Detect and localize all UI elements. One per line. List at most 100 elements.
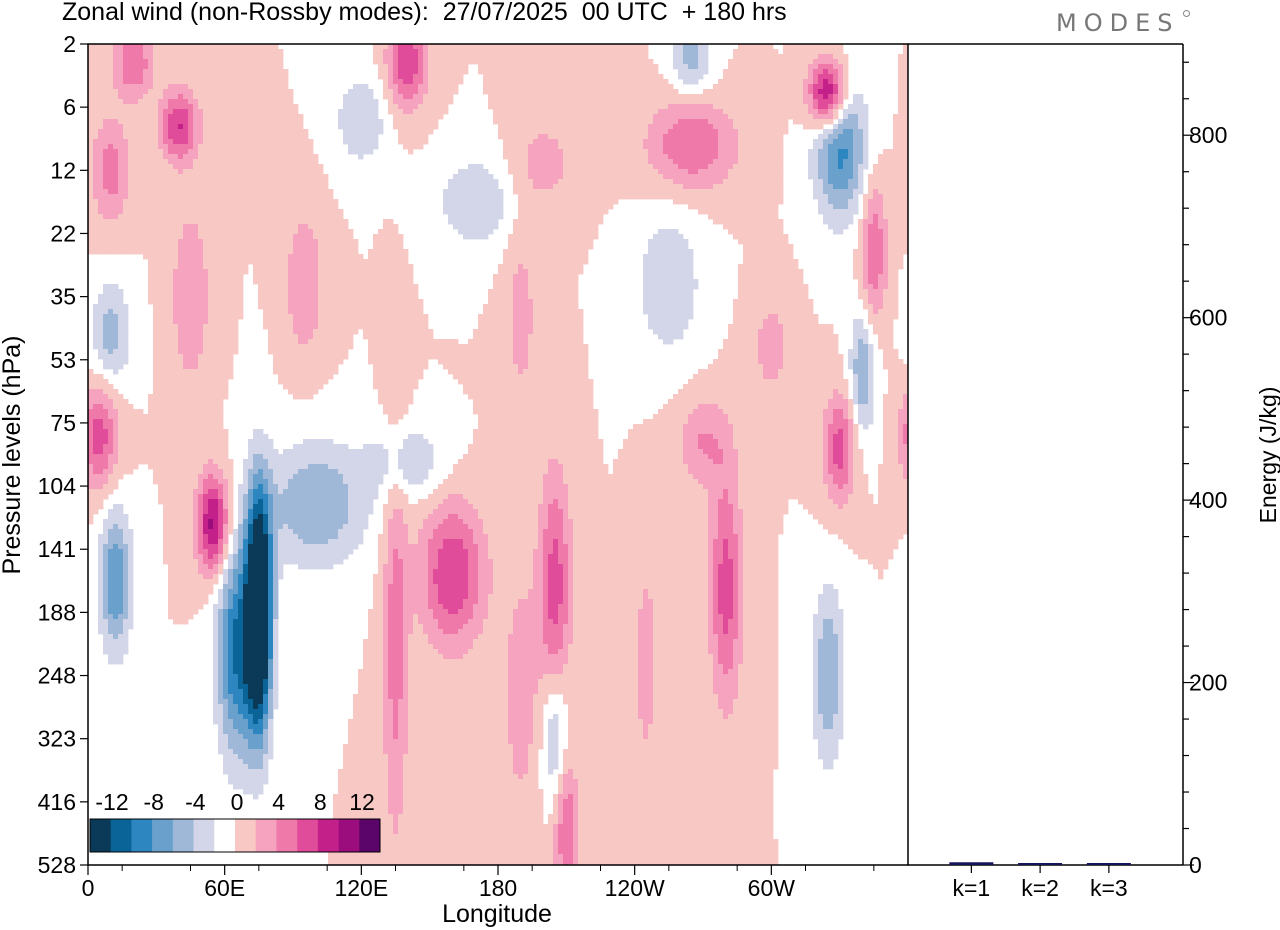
heatmap-cell [108, 59, 114, 65]
heatmap-cell [368, 109, 374, 115]
heatmap-cell [108, 89, 114, 95]
heatmap-cell [373, 139, 379, 145]
heatmap-cell [153, 74, 159, 80]
heatmap-cell [243, 194, 249, 200]
heatmap-cell [843, 179, 849, 185]
heatmap-cell [808, 124, 814, 130]
heatmap-cell [468, 169, 474, 175]
heatmap-cell [713, 129, 719, 135]
heatmap-cell [888, 164, 894, 170]
heatmap-cell [518, 64, 524, 70]
heatmap-cell [723, 114, 729, 120]
heatmap-cell [243, 219, 249, 225]
heatmap-cell [163, 149, 169, 155]
heatmap-cell [203, 59, 209, 65]
heatmap-cell [493, 194, 499, 200]
heatmap-cell [653, 124, 659, 130]
heatmap-cell [108, 169, 114, 175]
heatmap-cell [398, 124, 404, 130]
heatmap-cell [133, 169, 139, 175]
heatmap-cell [578, 124, 584, 130]
heatmap-cell [548, 229, 554, 235]
heatmap-cell [543, 224, 549, 230]
heatmap-cell [188, 239, 194, 245]
heatmap-cell [88, 89, 94, 95]
heatmap-cell [828, 94, 834, 100]
heatmap-cell [173, 59, 179, 65]
heatmap-cell [523, 154, 529, 160]
heatmap-cell [618, 119, 624, 125]
heatmap-cell [563, 59, 569, 65]
heatmap-cell [103, 209, 109, 215]
heatmap-cell [848, 184, 854, 190]
heatmap-cell [93, 139, 99, 145]
heatmap-cell [638, 124, 644, 130]
heatmap-cell [893, 139, 899, 145]
heatmap-cell [853, 189, 859, 195]
heatmap-cell [438, 59, 444, 65]
heatmap-cell [373, 59, 379, 65]
heatmap-cell [828, 69, 834, 75]
heatmap-cell [303, 174, 309, 180]
heatmap-cell [193, 209, 199, 215]
heatmap-cell [423, 69, 429, 75]
heatmap-cell [783, 49, 789, 55]
heatmap-cell [88, 214, 94, 220]
heatmap-cell [358, 139, 364, 145]
heatmap-cell [298, 204, 304, 210]
heatmap-cell [238, 74, 244, 80]
heatmap-cell [198, 84, 204, 90]
heatmap-cell [733, 214, 739, 220]
heatmap-cell [178, 124, 184, 130]
heatmap-cell [568, 174, 574, 180]
heatmap-cell [703, 164, 709, 170]
heatmap-cell [168, 204, 174, 210]
heatmap-cell [258, 109, 264, 115]
heatmap-cell [768, 89, 774, 95]
heatmap-cell [383, 94, 389, 100]
heatmap-cell [128, 99, 134, 105]
heatmap-cell [218, 199, 224, 205]
heatmap-cell [568, 219, 574, 225]
heatmap-cell [578, 59, 584, 65]
heatmap-cell [293, 194, 299, 200]
heatmap-cell [593, 204, 599, 210]
heatmap-cell [848, 144, 854, 150]
heatmap-cell [823, 179, 829, 185]
heatmap-cell [553, 159, 559, 165]
heatmap-cell [598, 64, 604, 70]
heatmap-cell [423, 139, 429, 145]
heatmap-cell [363, 119, 369, 125]
heatmap-cell [788, 109, 794, 115]
heatmap-cell [208, 54, 214, 60]
heatmap-cell [773, 49, 779, 55]
heatmap-cell [613, 159, 619, 165]
heatmap-cell [513, 224, 519, 230]
heatmap-cell [148, 44, 154, 50]
heatmap-cell [583, 154, 589, 160]
heatmap-cell [738, 119, 744, 125]
heatmap-cell [853, 194, 859, 200]
heatmap-cell [123, 44, 129, 50]
heatmap-cell [213, 234, 219, 240]
heatmap-cell [543, 49, 549, 55]
heatmap-cell [128, 44, 134, 50]
heatmap-cell [408, 94, 414, 100]
heatmap-cell [193, 114, 199, 120]
heatmap-cell [558, 154, 564, 160]
heatmap-cell [778, 179, 784, 185]
heatmap-cell [273, 144, 279, 150]
heatmap-cell [223, 49, 229, 55]
heatmap-cell [263, 209, 269, 215]
heatmap-cell [223, 174, 229, 180]
heatmap-cell [163, 159, 169, 165]
heatmap-cell [418, 44, 424, 50]
heatmap-cell [513, 89, 519, 95]
heatmap-cell [263, 89, 269, 95]
heatmap-cell [583, 189, 589, 195]
heatmap-cell [843, 64, 849, 70]
heatmap-cell [743, 164, 749, 170]
heatmap-cell [523, 179, 529, 185]
heatmap-cell [423, 129, 429, 135]
heatmap-cell [733, 219, 739, 225]
